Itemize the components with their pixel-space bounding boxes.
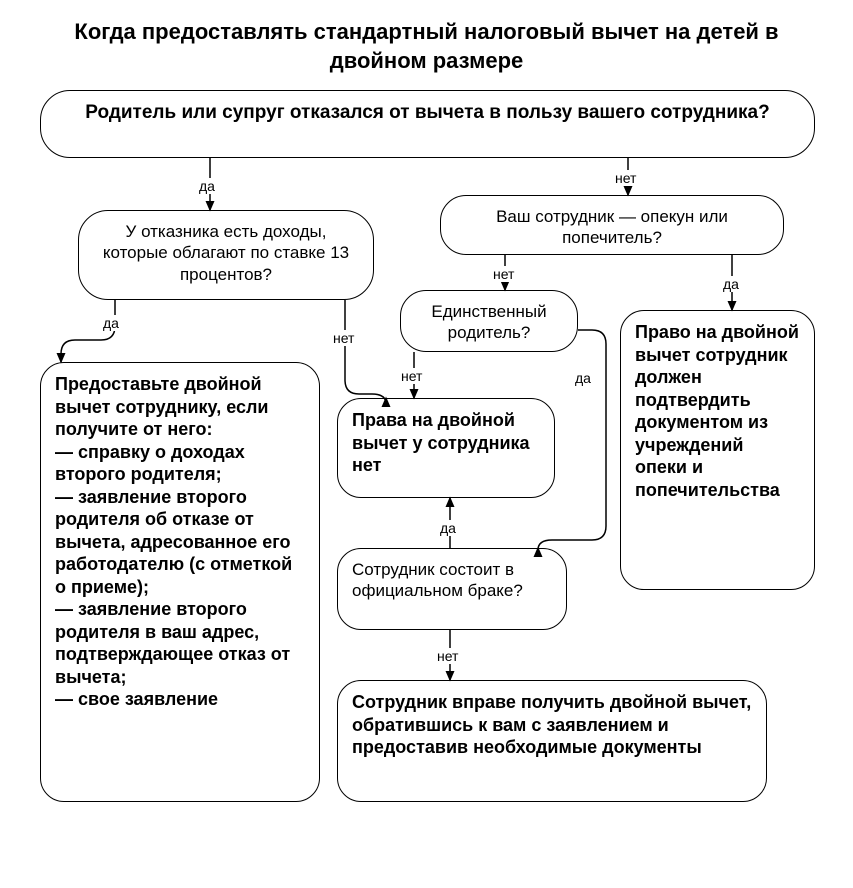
edge-label: да [572,370,594,386]
node-r1: Предоставьте двойной вычет сотруднику, е… [40,362,320,802]
node-r3: Право на двойной вычет сотрудник должен … [620,310,815,590]
node-q2: У отказника есть доходы, которые облагаю… [78,210,374,300]
edge-label: да [437,520,459,536]
edge-label: нет [434,648,461,664]
node-r4: Сотрудник вправе получить двойной вычет,… [337,680,767,802]
edge-label: да [720,276,742,292]
node-q5: Сотрудник состоит в официальном браке? [337,548,567,630]
node-q4: Единственный родитель? [400,290,578,352]
edge-label: да [196,178,218,194]
node-q1: Родитель или супруг отказался от вычета … [40,90,815,158]
edge-label: нет [612,170,639,186]
edge-label: нет [330,330,357,346]
node-r2: Права на двойной вычет у сотрудника нет [337,398,555,498]
edge-label: нет [398,368,425,384]
node-q3: Ваш сотрудник — опекун или попечитель? [440,195,784,255]
diagram-title: Когда предоставлять стандартный налоговы… [60,18,793,75]
edge-label: да [100,315,122,331]
edge-label: нет [490,266,517,282]
